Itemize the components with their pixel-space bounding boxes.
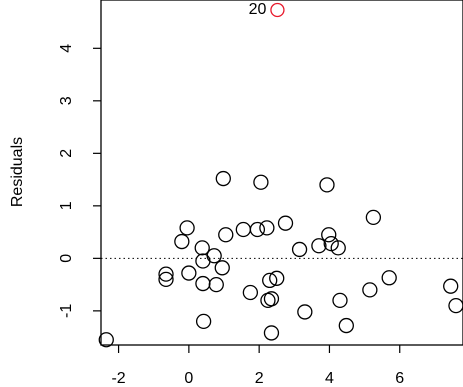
y-tick-label: 4	[58, 44, 75, 53]
data-point	[235, 221, 251, 238]
data-point	[262, 272, 278, 289]
data-point	[269, 270, 285, 286]
data-point	[158, 266, 174, 282]
x-axis: -2 0 2 4 6	[111, 345, 404, 387]
data-point	[448, 297, 463, 314]
data-point	[311, 238, 327, 254]
data-point	[215, 170, 231, 187]
data-point	[208, 276, 224, 293]
data-point	[297, 304, 313, 320]
data-point	[259, 220, 275, 236]
data-point	[277, 215, 294, 231]
data-point	[249, 221, 266, 238]
outlier-point	[270, 2, 285, 18]
data-point	[158, 271, 174, 288]
plot-frame	[100, 0, 463, 346]
data-point	[381, 270, 397, 286]
outlier-group: 20	[249, 1, 285, 18]
data-point	[179, 220, 195, 236]
data-points	[98, 170, 463, 348]
data-point	[338, 317, 354, 334]
data-point	[330, 240, 346, 256]
x-tick-label: 6	[395, 370, 404, 387]
x-tick-label: -2	[111, 370, 125, 387]
data-point	[263, 325, 280, 341]
data-point	[174, 233, 190, 250]
x-tick-label: 4	[325, 370, 334, 387]
data-point	[321, 227, 337, 243]
data-point	[253, 174, 269, 190]
x-tick-label: 2	[255, 370, 264, 387]
data-point	[214, 260, 230, 276]
data-point	[181, 265, 197, 281]
data-point	[365, 209, 382, 226]
data-point	[443, 278, 459, 294]
y-axis-title: Residuals	[9, 137, 26, 207]
y-tick-label: 1	[58, 201, 75, 210]
data-point	[206, 248, 222, 264]
data-point	[195, 275, 211, 292]
outlier-label: 20	[249, 1, 267, 18]
data-point	[195, 313, 212, 330]
data-point	[362, 282, 378, 298]
y-tick-label: 0	[58, 254, 75, 263]
data-point	[319, 177, 335, 193]
x-tick-label: 0	[184, 370, 193, 387]
data-point	[291, 241, 308, 258]
y-tick-label: 2	[58, 149, 75, 158]
data-point	[263, 291, 280, 307]
data-point	[242, 284, 259, 301]
y-tick-label: 3	[58, 96, 75, 105]
data-point	[194, 240, 210, 256]
y-tick-label: -1	[58, 304, 75, 318]
data-point	[332, 292, 348, 309]
y-axis: -1 0 1 2 3 4	[58, 44, 101, 318]
data-point	[98, 332, 114, 348]
data-point	[218, 227, 234, 243]
